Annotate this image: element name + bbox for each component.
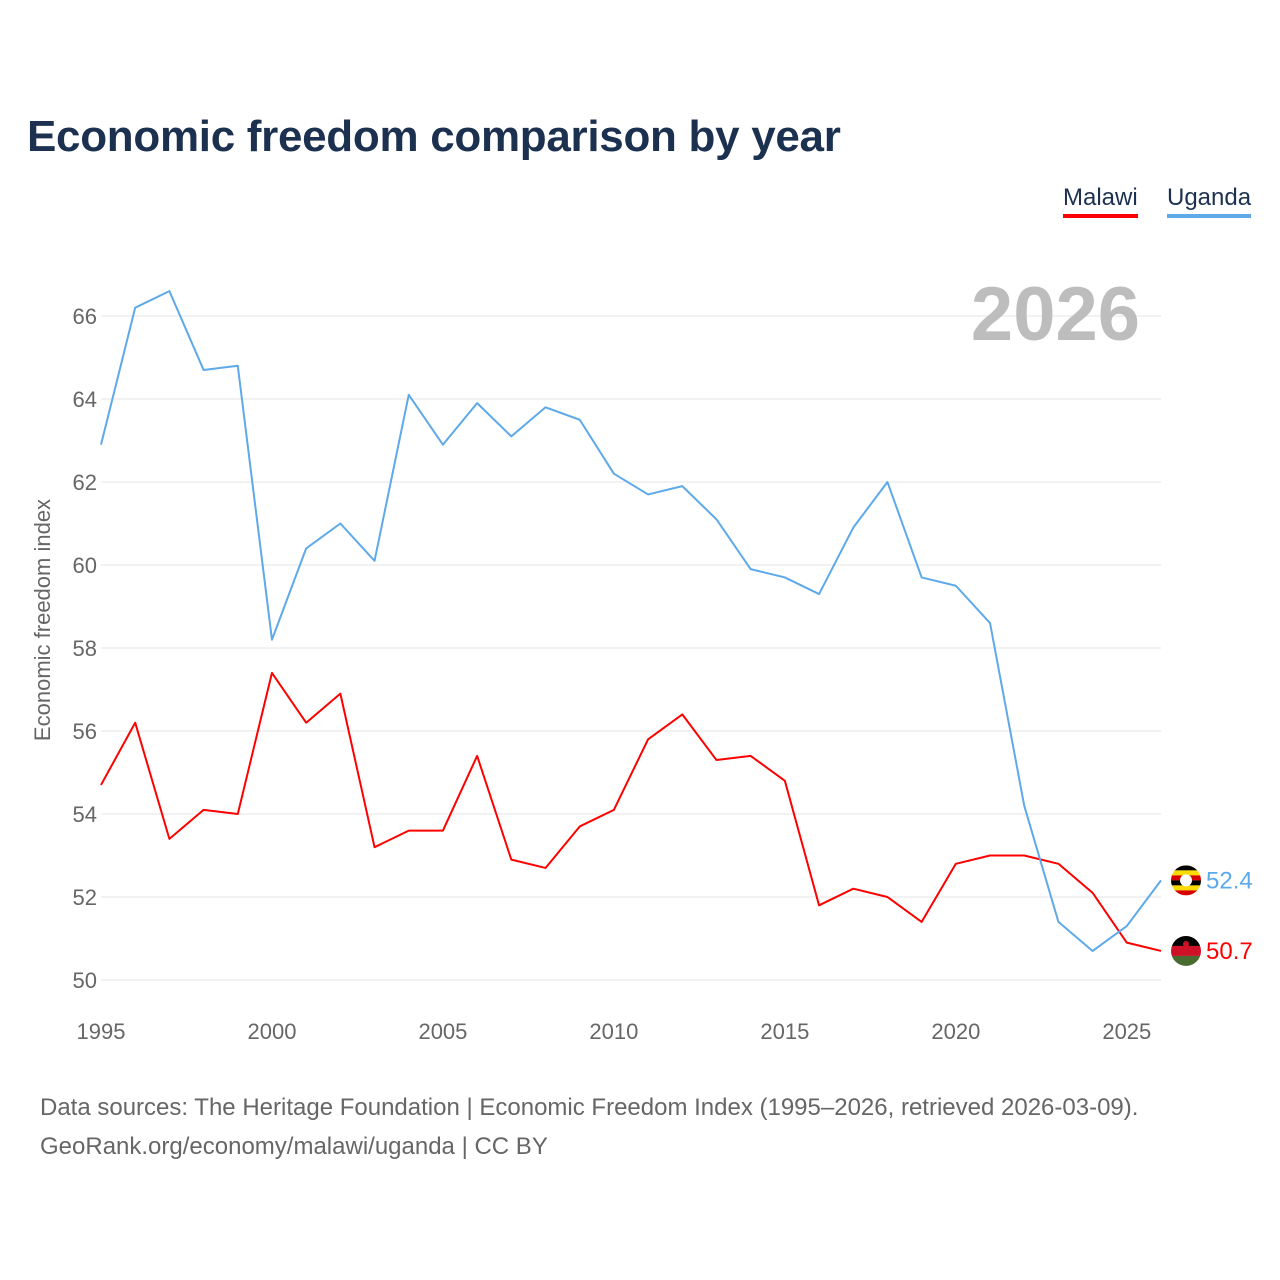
y-tick-label: 54 bbox=[73, 802, 97, 827]
x-tick-label: 2025 bbox=[1102, 1019, 1151, 1044]
series-line-uganda bbox=[100, 290, 1162, 952]
series-line-malawi bbox=[100, 671, 1162, 952]
flag-stripes bbox=[1171, 935, 1201, 966]
y-tick-label: 52 bbox=[73, 885, 97, 910]
x-tick-label: 2015 bbox=[760, 1019, 809, 1044]
flag-stripe bbox=[1171, 955, 1201, 966]
y-tick-label: 56 bbox=[73, 719, 97, 744]
y-tick-label: 62 bbox=[73, 470, 97, 495]
legend-uganda[interactable]: Uganda bbox=[1167, 184, 1252, 218]
flag-stripes bbox=[1171, 865, 1201, 896]
flag-emblem bbox=[1180, 874, 1192, 887]
x-tick-label: 2010 bbox=[589, 1019, 638, 1044]
malawi-flag-icon bbox=[1171, 935, 1201, 966]
flag-stripe bbox=[1171, 865, 1201, 871]
y-tick-label: 60 bbox=[73, 553, 97, 578]
legend-malawi[interactable]: Malawi bbox=[1063, 184, 1138, 218]
x-tick-label: 2000 bbox=[247, 1019, 296, 1044]
flag-stripe bbox=[1171, 885, 1201, 891]
uganda-flag-icon bbox=[1171, 865, 1201, 896]
x-tick-label: 2020 bbox=[931, 1019, 980, 1044]
y-tick-label: 58 bbox=[73, 636, 97, 661]
footer: Data sources: The Heritage Foundation | … bbox=[40, 1088, 1138, 1166]
x-tick-label: 2005 bbox=[418, 1019, 467, 1044]
flag-sun bbox=[1183, 940, 1189, 947]
footer-link[interactable]: GeoRank.org/economy/malawi/uganda | CC B… bbox=[40, 1133, 548, 1160]
y-axis-label: Economic freedom index bbox=[30, 499, 55, 741]
flag-stripe bbox=[1171, 890, 1201, 896]
chart-title: Economic freedom comparison by year bbox=[27, 112, 841, 161]
flag-stripe bbox=[1171, 870, 1201, 876]
footer-sources: Data sources: The Heritage Foundation | … bbox=[40, 1094, 1139, 1121]
y-tick-label: 64 bbox=[73, 387, 97, 412]
end-value-label: 52.4 bbox=[1206, 867, 1253, 894]
x-tick-label: 1995 bbox=[77, 1019, 126, 1044]
y-tick-label: 66 bbox=[73, 304, 97, 329]
end-value-label: 50.7 bbox=[1206, 938, 1253, 965]
year-watermark: 2026 bbox=[971, 272, 1140, 357]
y-tick-label: 50 bbox=[73, 968, 97, 993]
flag-stripe bbox=[1171, 945, 1201, 956]
